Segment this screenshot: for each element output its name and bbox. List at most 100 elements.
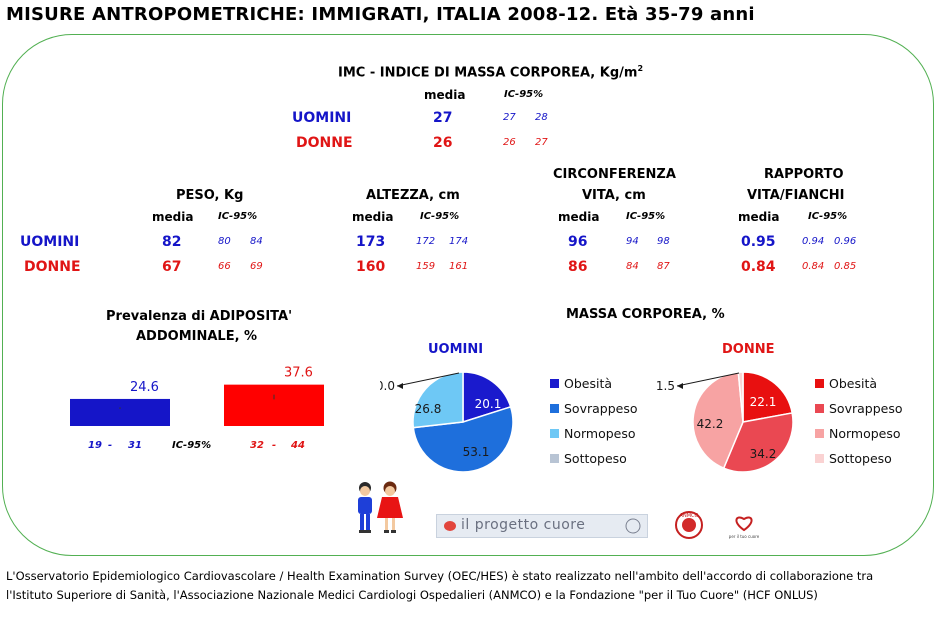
rapporto-donne-ci-hi: 0.85 xyxy=(834,261,857,272)
pie-slice-uomini-2 xyxy=(412,371,464,429)
legend-label-uomini-2: Normopeso xyxy=(564,426,636,441)
imc-uomini-ci-lo: 27 xyxy=(503,112,516,123)
peso-uomini-media: 82 xyxy=(162,234,182,250)
rapporto-media-header: media xyxy=(738,210,780,224)
altezza-ic-header: IC-95% xyxy=(420,211,460,222)
imc-uomini-label: UOMINI xyxy=(292,110,352,126)
rapporto-uomini-ci-hi: 0.96 xyxy=(834,236,857,247)
imc-uomini-media: 27 xyxy=(433,110,453,126)
pie-slice-uomini-0 xyxy=(462,371,512,424)
bar-ci-title: IC-95% xyxy=(172,440,212,451)
pie-label-donne-1: 34.2 xyxy=(750,447,777,461)
bar-chart-title-line1: Prevalenza di ADIPOSITA' xyxy=(106,309,293,324)
rapporto-uomini-ci-lo: 0.94 xyxy=(802,236,825,247)
circonferenza-donne-ci-lo: 84 xyxy=(626,261,639,272)
circonferenza-uomini-media: 96 xyxy=(568,234,588,250)
imc-title: IMC - INDICE DI MASSA CORPOREA, Kg/m2 xyxy=(338,64,644,81)
bar-donne-ci-hi: 44 xyxy=(291,440,305,451)
pie-callout-arrow-uomini xyxy=(397,383,403,389)
pie-callout-label-donne: 1.5 xyxy=(656,379,675,393)
legend-swatch-uomini-2 xyxy=(550,429,559,438)
donne-row-label: DONNE xyxy=(24,259,81,275)
bar-donne xyxy=(224,384,324,426)
bar-donne-ci-lo: 32 xyxy=(250,440,264,451)
adiposity-bar-chart: 24.6 37.6 xyxy=(70,366,324,426)
altezza-uomini-media: 173 xyxy=(356,234,386,250)
per-il-tuo-cuore-logo: per il tuo cuore xyxy=(729,516,760,539)
bar-value-label-uomini: 24.6 xyxy=(130,380,159,395)
peso-ic-header: IC-95% xyxy=(218,211,258,222)
imc-donne-ci-hi: 27 xyxy=(535,137,548,148)
progetto-cuore-logo: il progetto cuore xyxy=(436,514,648,538)
pie-label-uomini-0: 20.1 xyxy=(475,397,502,411)
rapporto-ic-header: IC-95% xyxy=(808,211,848,222)
legend-swatch-donne-2 xyxy=(815,429,824,438)
pie-callout-label-uomini: 0.0 xyxy=(380,379,395,393)
pie-label-donne-0: 22.1 xyxy=(750,395,777,409)
circonferenza-donne-ci-hi: 87 xyxy=(657,261,670,272)
legend-label-donne-2: Normopeso xyxy=(829,426,901,441)
footer-line-2: l'Istituto Superiore di Sanità, l'Associ… xyxy=(6,588,818,602)
uomini-row-label: UOMINI xyxy=(20,234,80,250)
per-il-tuo-cuore-text: per il tuo cuore xyxy=(729,534,760,539)
legend-swatch-uomini-0 xyxy=(550,379,559,388)
heart-icon xyxy=(444,521,456,531)
altezza-donne-ci-hi: 161 xyxy=(449,261,469,272)
imc-donne-ci-lo: 26 xyxy=(503,137,516,148)
massa-corporea-pies: 20.1 53.1 26.8 0.0 Obesità Sovrappeso Normopes… xyxy=(380,371,903,473)
circonferenza-uomini-ci-hi: 98 xyxy=(657,236,670,247)
legend-swatch-donne-3 xyxy=(815,454,824,463)
altezza-media-header: media xyxy=(352,210,394,224)
legend-swatch-donne-1 xyxy=(815,404,824,413)
pie-donne-title: DONNE xyxy=(722,342,775,357)
pie-callout-line-donne xyxy=(676,372,740,387)
altezza-donne-ci-lo: 159 xyxy=(416,261,436,272)
bar-uomini xyxy=(70,398,170,426)
imc-media-header: media xyxy=(424,88,466,102)
rapporto-uomini-media: 0.95 xyxy=(741,234,776,250)
rapporto-title-line1: RAPPORTO xyxy=(764,167,844,182)
content-frame xyxy=(2,34,934,556)
legend-label-uomini-0: Obesità xyxy=(564,376,612,391)
legend-label-uomini-1: Sovrappeso xyxy=(564,401,638,416)
bar-uomini-ci-lo: 19 xyxy=(88,440,102,451)
footer-line-1: L'Osservatorio Epidemiologico Cardiovasc… xyxy=(6,569,874,583)
peso-donne-media: 67 xyxy=(162,259,182,275)
imc-donne-label: DONNE xyxy=(296,135,353,151)
altezza-uomini-ci-hi: 174 xyxy=(449,236,469,247)
pie-label-donne-2: 42.2 xyxy=(697,417,724,431)
altezza-title: ALTEZZA, cm xyxy=(366,188,460,203)
rapporto-donne-media: 0.84 xyxy=(741,259,776,275)
children-illustration xyxy=(358,481,403,533)
seal-icon xyxy=(625,518,641,534)
anmco-logo-text: ANMCO xyxy=(680,513,699,519)
circonferenza-donne-media: 86 xyxy=(568,259,588,275)
peso-donne-ci-lo: 66 xyxy=(218,261,231,272)
legend-label-donne-3: Sottopeso xyxy=(829,451,892,466)
peso-title: PESO, Kg xyxy=(176,188,244,203)
bar-value-label-donne: 37.6 xyxy=(284,366,313,381)
bar-chart-title-line2: ADDOMINALE, % xyxy=(136,329,258,344)
progetto-cuore-logo-text: il progetto cuore xyxy=(461,517,586,533)
circonferenza-ic-header: IC-95% xyxy=(626,211,666,222)
rapporto-title-line2: VITA/FIANCHI xyxy=(747,188,845,203)
altezza-uomini-ci-lo: 172 xyxy=(416,236,436,247)
peso-uomini-ci-hi: 84 xyxy=(250,236,263,247)
circonferenza-media-header: media xyxy=(558,210,600,224)
pie-callout-line-uomini xyxy=(396,372,460,387)
rapporto-donne-ci-lo: 0.84 xyxy=(802,261,825,272)
peso-donne-ci-hi: 69 xyxy=(250,261,263,272)
bar-uomini-ci-sep: - xyxy=(108,440,113,451)
peso-uomini-ci-lo: 80 xyxy=(218,236,231,247)
pie-slice-donne-3 xyxy=(737,371,744,423)
legend-swatch-uomini-1 xyxy=(550,404,559,413)
imc-ic-header: IC-95% xyxy=(504,89,544,100)
circonferenza-title-line1: CIRCONFERENZA xyxy=(553,167,676,182)
legend-label-uomini-3: Sottopeso xyxy=(564,451,627,466)
peso-media-header: media xyxy=(152,210,194,224)
legend-label-donne-1: Sovrappeso xyxy=(829,401,903,416)
legend-swatch-donne-0 xyxy=(815,379,824,388)
imc-uomini-ci-hi: 28 xyxy=(535,112,548,123)
pie-slice-donne-0 xyxy=(742,371,794,423)
pie-uomini-title: UOMINI xyxy=(428,342,484,357)
